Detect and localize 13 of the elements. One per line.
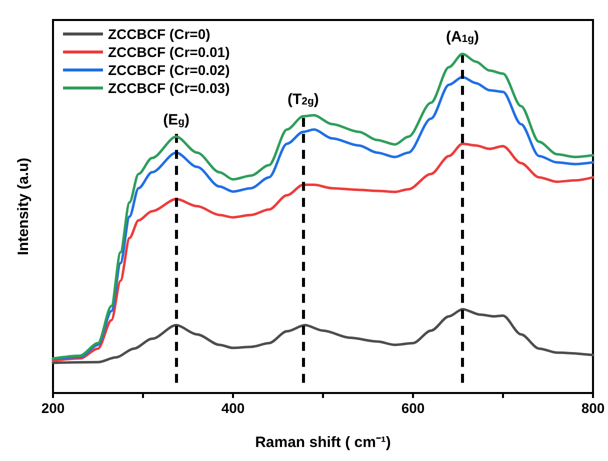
legend-label: ZCCBCF (Cr=0.02) (108, 62, 230, 78)
x-tick-label: 800 (581, 400, 605, 416)
ref-line-label: (A1g) (446, 28, 480, 46)
x-axis-title: Raman shift ( cm⁻¹) (255, 434, 391, 451)
x-tick-label: 200 (41, 400, 65, 416)
legend-label: ZCCBCF (Cr=0.03) (108, 80, 230, 96)
legend-label: ZCCBCF (Cr=0) (108, 26, 210, 42)
legend-label: ZCCBCF (Cr=0.01) (108, 44, 230, 60)
ref-line-label: (T2g) (287, 90, 319, 108)
x-tick-label: 400 (221, 400, 245, 416)
y-axis-title: Intensity (a.u) (15, 158, 32, 256)
x-tick-label: 600 (401, 400, 425, 416)
ref-line-label: (Eg) (163, 111, 190, 128)
